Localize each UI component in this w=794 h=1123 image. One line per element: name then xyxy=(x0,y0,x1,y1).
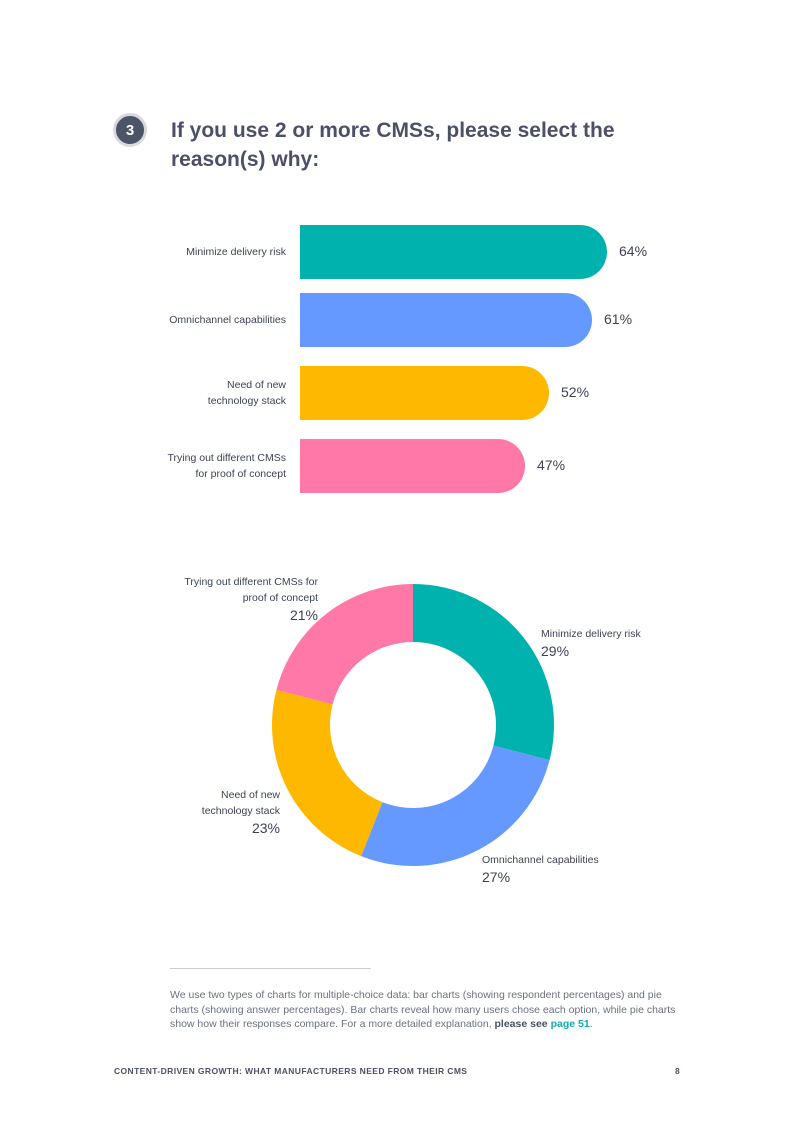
footnote-bold: please see xyxy=(494,1018,548,1030)
bar xyxy=(300,293,592,347)
pie-label-omnichannel: Omnichannel capabilities 27% xyxy=(482,852,599,886)
bar xyxy=(300,366,549,420)
pie-value-label: 27% xyxy=(482,869,511,885)
pie-label-proof-of-concept: Trying out different CMSs for proof of c… xyxy=(184,574,318,624)
bar-value-label: 52% xyxy=(561,384,590,400)
bar-category-label-line: Need of new xyxy=(227,379,286,391)
footer-title: CONTENT-DRIVEN GROWTH: WHAT MANUFACTURER… xyxy=(114,1066,468,1076)
bar xyxy=(300,225,607,279)
bar-category-label: Omnichannel capabilities xyxy=(136,312,286,328)
donut-slice xyxy=(361,745,550,866)
bar-value-label: 47% xyxy=(537,457,566,473)
footnote-end: . xyxy=(589,1018,593,1030)
pie-label-text: proof of concept xyxy=(242,592,318,604)
bar-value-label: 61% xyxy=(604,311,633,327)
footnote-text: We use two types of charts for multiple-… xyxy=(170,989,676,1030)
footnote-divider xyxy=(170,968,371,969)
donut-chart xyxy=(272,584,554,866)
bar-category-label: Trying out different CMSs for proof of co… xyxy=(136,450,286,482)
donut-slice xyxy=(272,689,383,857)
bar-category-label-line: for proof of concept xyxy=(195,468,286,480)
pie-label-text: Trying out different CMSs for xyxy=(184,576,318,588)
pie-label-minimize-delivery-risk: Minimize delivery risk 29% xyxy=(541,626,641,660)
bar xyxy=(300,439,525,493)
bar-value-label: 64% xyxy=(619,243,648,259)
question-title: If you use 2 or more CMSs, please select… xyxy=(171,119,615,171)
pie-label-text: Minimize delivery risk xyxy=(541,628,641,640)
bar-category-label: Need of new technology stack xyxy=(136,377,286,409)
footnote: We use two types of charts for multiple-… xyxy=(170,988,690,1032)
pie-label-text: technology stack xyxy=(201,805,280,817)
donut-slice xyxy=(276,584,413,705)
page-link[interactable]: page 51 xyxy=(550,1018,590,1030)
page-number: 8 xyxy=(675,1066,680,1076)
donut-slice xyxy=(413,584,554,761)
pie-value-label: 21% xyxy=(289,607,318,623)
pie-label-text: Omnichannel capabilities xyxy=(482,854,599,866)
pie-value-label: 23% xyxy=(251,820,280,836)
bar-category-label: Minimize delivery risk xyxy=(136,244,286,260)
bar-category-label-line: Minimize delivery risk xyxy=(186,246,286,258)
bar-category-label-line: technology stack xyxy=(207,395,286,407)
bar-category-label-line: Omnichannel capabilities xyxy=(169,314,286,326)
bar-category-label-line: Trying out different CMSs xyxy=(167,452,286,464)
pie-value-label: 29% xyxy=(541,643,570,659)
pie-label-text: Need of new xyxy=(221,789,280,801)
pie-label-new-tech-stack: Need of new technology stack 23% xyxy=(202,787,280,837)
question-number-badge: 3 xyxy=(113,113,147,147)
